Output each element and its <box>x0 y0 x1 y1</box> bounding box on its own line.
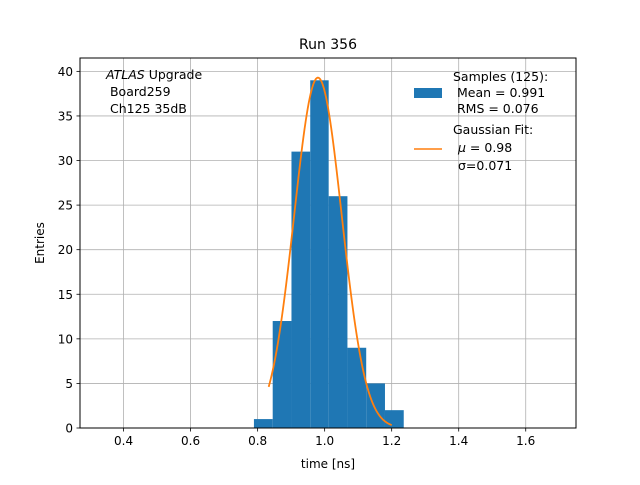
y-tick-label: 5 <box>65 377 73 391</box>
histogram-bar <box>384 410 404 428</box>
y-tick-label: 40 <box>58 65 73 79</box>
legend-mu-symbol: μ <box>457 140 466 155</box>
annotation-box: ATLAS Upgrade Board259 Ch125 35dB <box>105 67 202 116</box>
chart-title: Run 356 <box>299 37 357 53</box>
annotation-line-2: Board259 <box>106 84 171 99</box>
plot-frame <box>79 57 577 429</box>
x-tick-label: 1.2 <box>382 434 401 448</box>
legend: Samples (125): Mean = 0.991 RMS = 0.076 … <box>414 69 548 173</box>
histogram-bar <box>310 80 329 428</box>
y-tick-label: 10 <box>58 332 73 346</box>
x-tick-label: 0.8 <box>248 434 267 448</box>
gaussian-fit-curve <box>267 76 393 426</box>
annotation-line-1: ATLAS Upgrade <box>105 67 202 82</box>
legend-samples-line-2: Mean = 0.991 <box>453 85 545 100</box>
x-tick-label: 1.6 <box>516 434 535 448</box>
legend-fit-line-2: μ = 0.98 <box>457 140 512 155</box>
y-tick-label: 0 <box>65 422 73 436</box>
histogram-bar <box>347 347 367 428</box>
annotation-atlas: ATLAS <box>105 67 145 82</box>
y-tick-label: 25 <box>58 199 73 213</box>
x-tick-label: 1.0 <box>315 434 334 448</box>
annotation-line-3: Ch125 35dB <box>106 101 187 116</box>
y-tick-label: 20 <box>58 243 73 257</box>
legend-fit-line-1: Gaussian Fit: <box>453 122 533 137</box>
histogram-bar <box>291 151 311 429</box>
histogram-bar <box>272 321 292 428</box>
legend-samples-swatch <box>414 88 442 98</box>
legend-samples-line-3: RMS = 0.076 <box>453 101 539 116</box>
x-tick-label: 0.4 <box>114 434 133 448</box>
x-tick-label: 0.6 <box>181 434 200 448</box>
histogram-bar <box>328 196 348 428</box>
legend-mu-value: = 0.98 <box>466 140 512 155</box>
annotation-upgrade: Upgrade <box>145 67 203 82</box>
legend-samples-line-1: Samples (125): <box>453 69 548 84</box>
gaussian-fit-line <box>267 76 393 426</box>
legend-fit-line-3: σ=0.071 <box>458 158 512 173</box>
x-axis-label: time [ns] <box>301 457 355 471</box>
y-tick-label: 30 <box>58 154 73 168</box>
y-tick-label: 15 <box>58 288 73 302</box>
y-axis-label: Entries <box>33 222 47 264</box>
y-tick-label: 35 <box>58 109 73 123</box>
histogram-bar <box>253 419 273 428</box>
histogram-bars <box>253 80 404 429</box>
x-tick-label: 1.4 <box>449 434 468 448</box>
axis-ticks: 0.4 0.6 0.8 1.0 1.2 1.4 1.6 0 5 10 15 20 25 30 35 40 <box>58 65 536 448</box>
